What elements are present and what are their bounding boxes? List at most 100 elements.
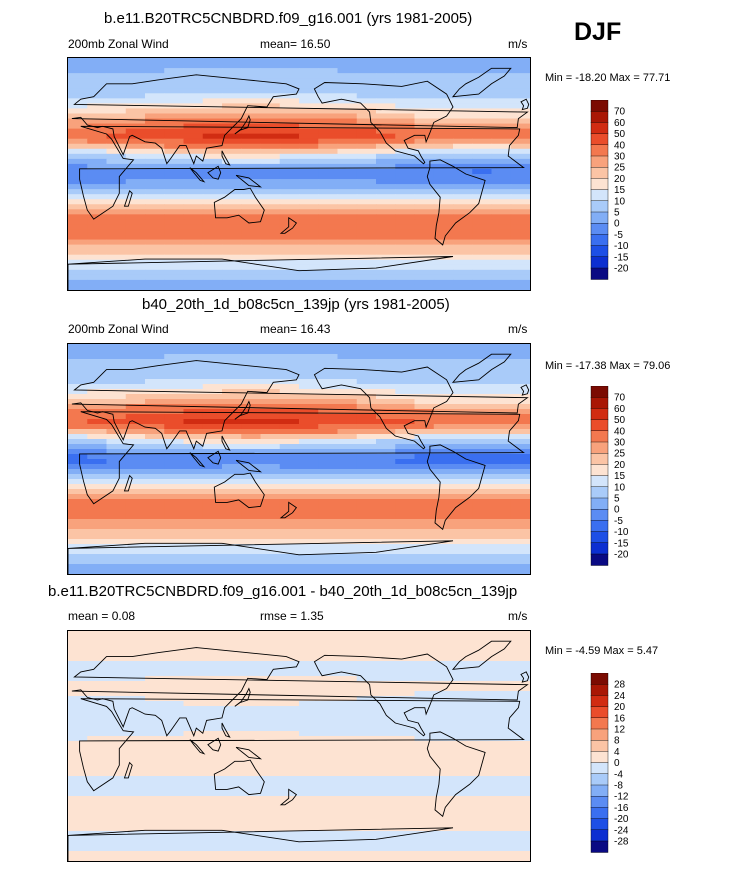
field-cell [241, 641, 262, 647]
field-cell [299, 701, 319, 707]
field-cell [395, 676, 416, 682]
field-cell [510, 851, 530, 857]
field-cell [414, 701, 435, 707]
field-cell [433, 374, 454, 380]
field-cell [125, 364, 146, 370]
field-cell [145, 826, 165, 832]
field-cell [202, 821, 223, 827]
field-cell [164, 419, 185, 425]
field-cell [260, 554, 281, 560]
field-cell [87, 444, 108, 450]
field-cell [183, 746, 204, 752]
field-cell [202, 434, 223, 440]
field-cell [510, 444, 530, 450]
field-cell [222, 219, 242, 226]
field-cell [125, 524, 146, 530]
field-cell [356, 856, 377, 861]
field-cell [68, 564, 88, 570]
field-cell [222, 651, 242, 657]
field-cell [202, 504, 223, 510]
field-cell [106, 539, 127, 545]
field-cell [433, 711, 454, 717]
field-cell [356, 484, 377, 490]
field-cell [376, 766, 396, 772]
field-cell [260, 826, 281, 832]
field-cell [453, 138, 473, 145]
field-cell [145, 349, 165, 355]
field-cell [356, 726, 377, 732]
field-cell [414, 58, 435, 64]
field-cell [164, 691, 185, 697]
field-cell [356, 766, 377, 772]
field-cell [183, 128, 204, 135]
field-cell [87, 841, 108, 847]
field-cell [472, 519, 493, 525]
field-cell [125, 751, 146, 757]
colorbar-label: 10 [614, 196, 626, 207]
field-cell [279, 761, 300, 767]
field-cell [318, 199, 339, 205]
field-cell [510, 179, 530, 185]
field-cell [68, 716, 88, 722]
field-cell [376, 666, 396, 672]
field-cell [472, 239, 493, 246]
field-cell [260, 691, 281, 697]
field-cell [453, 249, 473, 256]
field-cell [395, 219, 416, 226]
field-cell [164, 671, 185, 677]
field-cell [491, 439, 512, 445]
field-cell [337, 676, 358, 682]
field-cell [145, 504, 165, 510]
field-cell [433, 841, 454, 847]
field-cell [241, 681, 262, 687]
field-cell [510, 224, 530, 231]
field-cell [472, 359, 493, 365]
field-cell [145, 184, 165, 190]
field-cell [183, 194, 204, 200]
field-cell [395, 148, 416, 155]
field-cell [491, 389, 512, 395]
field-cell [356, 354, 377, 360]
field-cell [376, 656, 396, 662]
field-cell [356, 469, 377, 475]
field-cell [356, 479, 377, 485]
field-cell [125, 786, 146, 792]
field-cell [183, 474, 204, 480]
field-cell [68, 801, 88, 807]
field-cell [337, 389, 358, 395]
field-cell [433, 414, 454, 420]
field-cell [106, 479, 127, 485]
field-cell [472, 524, 493, 530]
field-cell [68, 796, 88, 802]
field-cell [433, 279, 454, 286]
field-cell [395, 379, 416, 385]
field-cell [241, 509, 262, 515]
field-cell [376, 544, 396, 550]
field-cell [356, 841, 377, 847]
field-cell [145, 821, 165, 827]
field-cell [222, 549, 242, 555]
field-cell [376, 439, 396, 445]
field-cell [395, 569, 416, 574]
field-cell [279, 706, 300, 712]
field-cell [125, 63, 146, 69]
field-cell [356, 831, 377, 837]
colorbar-box [590, 211, 609, 224]
field-cell [491, 801, 512, 807]
field-cell [453, 816, 473, 822]
field-cell [241, 158, 262, 165]
field-cell [510, 696, 530, 702]
field-cell [68, 701, 88, 707]
field-cell [202, 751, 223, 757]
field-cell [395, 701, 416, 707]
field-cell [106, 148, 127, 155]
field-cell [241, 359, 262, 365]
field-cell [414, 189, 435, 195]
field-cell [433, 751, 454, 757]
field-cell [106, 219, 127, 226]
field-cell [68, 214, 88, 220]
field-cell [241, 686, 262, 692]
field-cell [395, 504, 416, 510]
field-cell [433, 93, 454, 99]
field-cell [318, 209, 339, 215]
